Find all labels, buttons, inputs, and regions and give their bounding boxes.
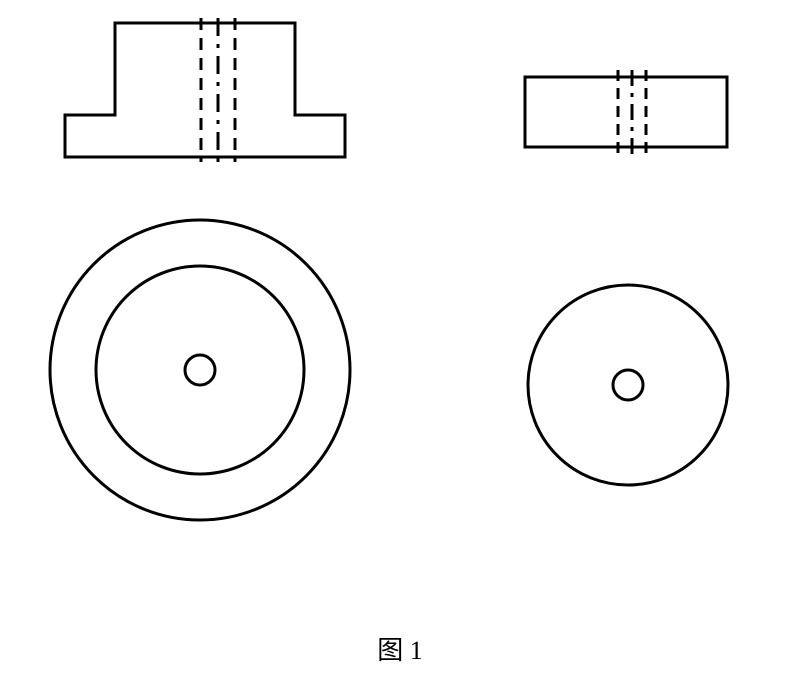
right-top-outer-circle [528,285,728,485]
left-side-outline [65,23,345,157]
right-top-hole-circle [613,370,643,400]
figure-caption: 图 1 [0,630,800,667]
left-top-inner-circle [96,266,304,474]
svg-root [0,0,800,676]
figure-canvas: 图 1 [0,0,800,676]
left-top-hole-circle [185,355,215,385]
right-side-outline [525,77,727,147]
